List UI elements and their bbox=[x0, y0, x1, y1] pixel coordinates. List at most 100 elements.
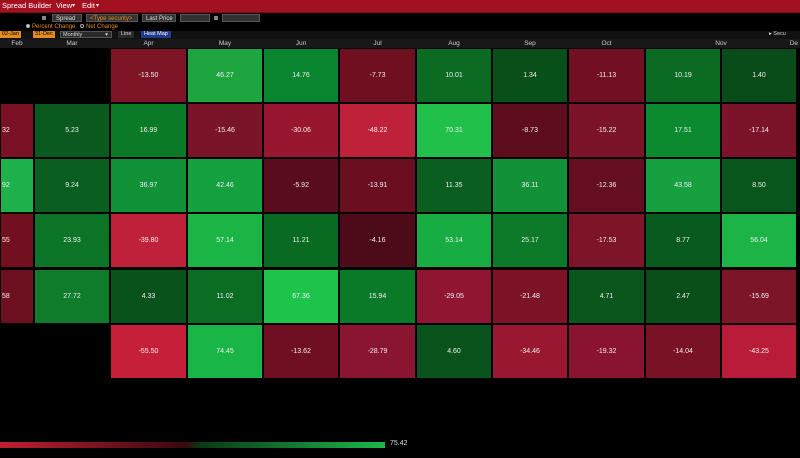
heat-map-cell[interactable]: -14.04 bbox=[645, 324, 721, 379]
heat-map-cell[interactable]: 2.47 bbox=[645, 269, 721, 324]
aux-checkbox-icon[interactable] bbox=[214, 16, 218, 20]
heat-map-cell[interactable]: 42.46 bbox=[187, 158, 263, 213]
heat-map-cell[interactable]: 11.02 bbox=[187, 269, 263, 324]
heat-map-cell[interactable]: -13.62 bbox=[263, 324, 339, 379]
heat-map-cell[interactable]: 23.93 bbox=[34, 213, 110, 268]
start-date-field[interactable]: 02-Jan bbox=[0, 31, 21, 38]
heat-map-cell[interactable]: 15.94 bbox=[339, 269, 416, 324]
heat-map-cell[interactable]: 56.04 bbox=[721, 213, 797, 268]
heat-map-cell[interactable]: -17.14 bbox=[721, 103, 797, 158]
heat-map-cell[interactable]: 9.24 bbox=[34, 158, 110, 213]
heat-map-cell[interactable] bbox=[0, 324, 34, 379]
net-change-option[interactable]: Net Change bbox=[80, 23, 118, 31]
heat-map-cell[interactable]: 16.99 bbox=[110, 103, 187, 158]
heat-map-cell[interactable]: -5.92 bbox=[263, 158, 339, 213]
heat-map-cell[interactable]: -28.79 bbox=[339, 324, 416, 379]
heat-map-cell[interactable]: -13.50 bbox=[110, 48, 187, 103]
heat-map-cell[interactable]: -29.05 bbox=[416, 269, 492, 324]
heat-map-cell[interactable]: 4.60 bbox=[416, 324, 492, 379]
edit-menu-arrow-icon[interactable]: ▾ bbox=[96, 3, 100, 9]
aux-field-1[interactable] bbox=[180, 14, 210, 22]
heat-map-cell[interactable]: -21.48 bbox=[492, 269, 568, 324]
heat-map-cell[interactable]: -12.36 bbox=[568, 158, 645, 213]
heat-map-cell[interactable]: 70.31 bbox=[416, 103, 492, 158]
heat-map-cell[interactable]: 58 bbox=[0, 269, 34, 324]
menu-bar: Spread Builder View ▾ Edit ▾ bbox=[0, 0, 800, 12]
spread-field[interactable]: Spread bbox=[52, 14, 82, 22]
security-input[interactable]: <Type security> bbox=[86, 14, 138, 22]
field-selector[interactable]: Last Price bbox=[142, 14, 176, 22]
month-header-cell: Jun bbox=[295, 40, 307, 47]
heat-map-cell[interactable]: -34.46 bbox=[492, 324, 568, 379]
view-menu[interactable]: View bbox=[56, 1, 73, 10]
heat-map-cell[interactable]: 11.21 bbox=[263, 213, 339, 268]
aux-field-2[interactable] bbox=[222, 14, 260, 22]
month-header-cell: Jul bbox=[373, 40, 382, 47]
heat-map-cell[interactable]: -55.50 bbox=[110, 324, 187, 379]
heat-map-grid: -13.50 46.27 14.76 -7.73 10.01 1.34 -11.13 10.1… bbox=[0, 48, 800, 380]
heat-map-cell[interactable]: -48.22 bbox=[339, 103, 416, 158]
heat-map-cell[interactable]: -4.16 bbox=[339, 213, 416, 268]
period-dropdown-icon[interactable]: ▾ bbox=[105, 32, 108, 38]
heat-map-cell[interactable]: 4.71 bbox=[568, 269, 645, 324]
month-header-cell: Oct bbox=[601, 40, 612, 47]
heat-map-cell[interactable]: 8.50 bbox=[721, 158, 797, 213]
heat-map-cell[interactable]: 10.19 bbox=[645, 48, 721, 103]
heat-map-cell[interactable]: 36.97 bbox=[110, 158, 187, 213]
heat-map-cell[interactable]: 1.40 bbox=[721, 48, 797, 103]
heat-map-cell[interactable]: -19.32 bbox=[568, 324, 645, 379]
heat-map-cell[interactable]: 43.58 bbox=[645, 158, 721, 213]
heat-map-cell[interactable]: -15.46 bbox=[187, 103, 263, 158]
heat-map-cell[interactable]: 4.33 bbox=[110, 269, 187, 324]
period-select[interactable]: Monthly ▾ bbox=[60, 31, 112, 38]
tab-heat-map[interactable]: Heat Map bbox=[141, 31, 171, 38]
heat-map-cell[interactable]: -8.73 bbox=[492, 103, 568, 158]
securities-arrow-icon: ▸ bbox=[769, 31, 774, 37]
heat-map-cell[interactable]: 36.11 bbox=[492, 158, 568, 213]
heat-map-cell[interactable]: 92 bbox=[0, 158, 34, 213]
heat-map-cell[interactable]: 10.01 bbox=[416, 48, 492, 103]
heat-map-cell[interactable]: 46.27 bbox=[187, 48, 263, 103]
heat-map-cell[interactable]: -43.25 bbox=[721, 324, 797, 379]
net-change-radio-icon[interactable] bbox=[80, 24, 84, 29]
percent-change-option[interactable]: Percent Change bbox=[26, 23, 75, 31]
heat-map-cell[interactable]: 11.35 bbox=[416, 158, 492, 213]
heat-map-cell[interactable]: -7.73 bbox=[339, 48, 416, 103]
heat-map-cell[interactable]: 55 bbox=[0, 213, 34, 268]
month-header: Feb Mar Apr May Jun Jul Aug Sep Oct Nov De bbox=[0, 39, 800, 48]
heat-map-cell[interactable]: -39.80 bbox=[110, 213, 187, 268]
heat-map-cell[interactable]: 57.14 bbox=[187, 213, 263, 268]
heat-map-cell[interactable]: 32 bbox=[0, 103, 34, 158]
heat-map-cell[interactable]: -15.22 bbox=[568, 103, 645, 158]
heat-map-cell[interactable]: -13.91 bbox=[339, 158, 416, 213]
securities-button[interactable]: ▸ Secu bbox=[769, 31, 786, 37]
heat-map-cell[interactable]: 67.36 bbox=[263, 269, 339, 324]
toolbar-row-period: 02-Jan 31-Dec Monthly ▾ Line Heat Map ▸ … bbox=[0, 31, 800, 39]
heat-map-cell[interactable]: 27.72 bbox=[34, 269, 110, 324]
heat-map-cell[interactable]: -15.69 bbox=[721, 269, 797, 324]
heat-map-cell[interactable]: 14.76 bbox=[263, 48, 339, 103]
heat-map-cell[interactable]: 25.17 bbox=[492, 213, 568, 268]
color-scale-legend bbox=[0, 442, 385, 448]
heat-map-cell[interactable]: -17.53 bbox=[568, 213, 645, 268]
heat-map-cell[interactable]: -11.13 bbox=[568, 48, 645, 103]
end-date-field[interactable]: 31-Dec bbox=[33, 31, 55, 38]
tab-line[interactable]: Line bbox=[118, 31, 135, 38]
heat-map-cell[interactable]: -30.06 bbox=[263, 103, 339, 158]
heat-map-cell[interactable] bbox=[0, 48, 34, 103]
heat-map-cell[interactable]: 1.34 bbox=[492, 48, 568, 103]
heat-map-cell[interactable]: 8.77 bbox=[645, 213, 721, 268]
edit-menu[interactable]: Edit bbox=[82, 1, 95, 10]
view-menu-arrow-icon[interactable]: ▾ bbox=[72, 3, 76, 9]
heat-map-cell[interactable]: 5.23 bbox=[34, 103, 110, 158]
month-header-cell: Sep bbox=[524, 40, 536, 47]
percent-change-radio-icon[interactable] bbox=[26, 24, 30, 29]
heat-map-cell[interactable] bbox=[34, 324, 110, 379]
spread-checkbox-icon[interactable] bbox=[42, 16, 46, 20]
app-title: Spread Builder bbox=[2, 1, 52, 10]
heat-map-cell[interactable] bbox=[34, 48, 110, 103]
heat-map-cell[interactable]: 53.14 bbox=[416, 213, 492, 268]
heat-map-cell[interactable]: 17.51 bbox=[645, 103, 721, 158]
month-header-cell: Mar bbox=[66, 40, 78, 47]
heat-map-cell[interactable]: 74.45 bbox=[187, 324, 263, 379]
